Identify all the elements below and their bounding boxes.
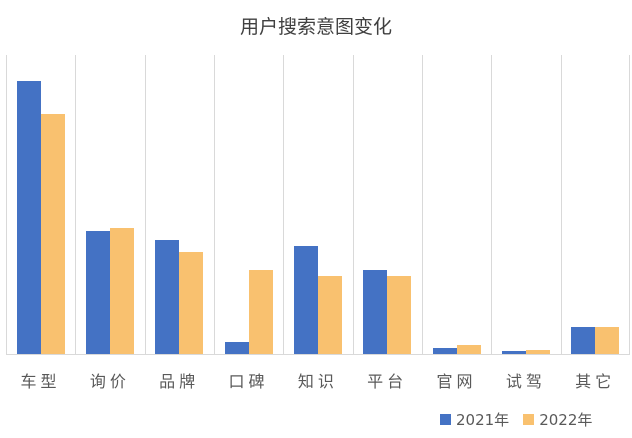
- legend: 2021年 2022年: [440, 409, 592, 430]
- bar-2022年-试驾: [526, 349, 550, 354]
- x-tick-label: 其它: [575, 372, 616, 391]
- gridline: [145, 55, 146, 355]
- bar-2022年-车型: [40, 114, 65, 354]
- plot-area: [6, 55, 630, 355]
- bar-2022年-知识: [318, 276, 342, 354]
- legend-swatch-icon: [440, 414, 451, 425]
- bar-2021年-知识: [294, 246, 318, 354]
- bar-2022年-官网: [456, 345, 481, 354]
- chart-title: 用户搜索意图变化: [239, 16, 392, 38]
- x-tick-label: 试驾: [505, 372, 546, 391]
- bar-2022年-品牌: [179, 252, 204, 354]
- bar-2021年-平台: [363, 270, 388, 354]
- legend-item: 2021年: [440, 409, 509, 430]
- bar-2021年-品牌: [155, 240, 180, 354]
- bar-2021年-官网: [432, 348, 457, 354]
- bar-2021年-车型: [16, 81, 41, 354]
- x-axis-line: [6, 354, 630, 355]
- gridline: [422, 55, 423, 355]
- legend-swatch-icon: [523, 414, 535, 425]
- bar-2022年-询价: [110, 228, 134, 354]
- gridline: [214, 55, 215, 355]
- legend-label: 2022年: [539, 411, 593, 429]
- x-tick-label: 平台: [367, 372, 408, 391]
- bar-2021年-试驾: [502, 351, 526, 354]
- x-tick-label: 询价: [89, 372, 130, 391]
- bar-2021年-其它: [571, 327, 596, 354]
- legend-item: 2022年: [523, 409, 592, 430]
- gridline: [561, 55, 562, 355]
- bar-2022年-口碑: [248, 270, 273, 354]
- x-tick-label: 官网: [436, 372, 477, 391]
- legend-label: 2021年: [456, 411, 510, 429]
- gridline: [283, 55, 284, 355]
- bar-2021年-询价: [86, 231, 110, 354]
- x-axis-labels: 车型 询价 品牌 口碑 知识 平台 官网 试驾 其它: [6, 368, 630, 392]
- bar-2022年-平台: [387, 276, 412, 354]
- gridline: [629, 55, 630, 355]
- x-tick-label: 知识: [297, 372, 338, 391]
- x-tick-label: 口碑: [228, 372, 269, 391]
- bar-2022年-其它: [595, 327, 620, 354]
- gridline: [491, 55, 492, 355]
- gridline: [6, 55, 7, 355]
- gridline: [353, 55, 354, 355]
- bar-2021年-口碑: [224, 342, 249, 354]
- x-tick-label: 车型: [20, 372, 61, 391]
- x-tick-label: 品牌: [159, 372, 200, 391]
- gridline: [75, 55, 76, 355]
